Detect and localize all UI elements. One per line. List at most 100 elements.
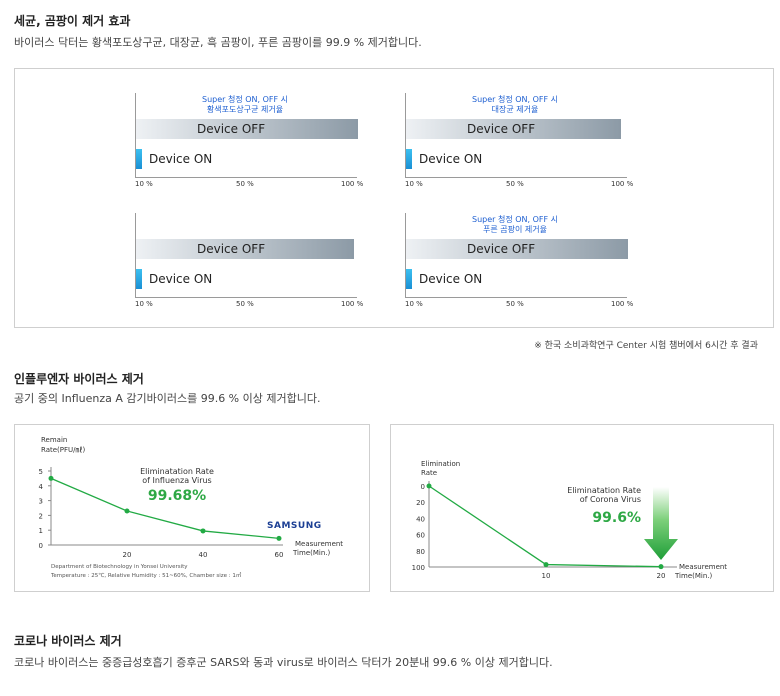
- bar-chart-ecoli: Super 청정 ON, OFF 시 대장균 제거율 Device OFF Devic…: [405, 93, 637, 205]
- chart-note: Super 청정 ON, OFF 시 푸른 곰팡이 제거율: [435, 215, 595, 235]
- y-axis-line: [135, 93, 136, 177]
- x-tick-label: 100 %: [611, 300, 634, 308]
- bar-label-device-off: Device OFF: [197, 242, 266, 256]
- chart-note-line: 황색포도상구균 제거율: [206, 105, 284, 114]
- section-desc-influenza: 공기 중의 Influenza A 감기바이러스를 99.6 % 이상 제거합니…: [14, 392, 321, 405]
- y-tick-label: 1: [39, 527, 43, 535]
- x-tick-label: 10 %: [405, 300, 423, 308]
- x-axis-label: Measurement: [295, 540, 343, 548]
- annotation-text: of Corona Virus: [580, 495, 641, 504]
- y-tick-label: 3: [39, 498, 43, 506]
- bar-label-device-off: Device OFF: [467, 242, 536, 256]
- bar-device-on: [406, 149, 412, 169]
- annotation-text: Eliminatation Rate: [567, 486, 641, 495]
- y-tick-label: 20: [416, 499, 425, 507]
- chart-note-line: 대장균 제거율: [491, 105, 539, 114]
- bar-charts-panel: Super 청정 ON, OFF 시 황색포도상구균 제거율 Device OFF D…: [14, 68, 774, 328]
- data-point: [276, 535, 282, 541]
- data-point: [543, 562, 549, 568]
- bar-label-device-on: Device ON: [419, 272, 483, 286]
- bar-chart-blue-mold: Super 청정 ON, OFF 시 푸른 곰팡이 제거율 Device OFF De…: [405, 213, 637, 325]
- chart-note-line: Super 청정 ON, OFF 시: [471, 95, 558, 104]
- x-tick-label: 20: [123, 551, 132, 559]
- section-desc-corona: 코로나 바이러스는 중증급성호흡기 증후군 SARS와 동과 virus로 바이…: [14, 656, 553, 669]
- x-tick-label: 100 %: [341, 180, 364, 188]
- data-point: [658, 564, 664, 570]
- data-point: [200, 528, 206, 534]
- bar-device-on: [406, 269, 412, 289]
- data-point: [426, 483, 432, 489]
- bar-device-off: [136, 119, 358, 139]
- corona-chart-panel: Elimination Rate 0 20 40 60 80 100 10 20 Measureme…: [390, 424, 774, 592]
- x-axis-line: [405, 177, 627, 178]
- bar-device-off: [406, 239, 628, 259]
- footer-text: Temperature : 25℃, Relative Humidity : 5…: [50, 571, 242, 579]
- annotation-text: Eliminatation Rate: [140, 467, 214, 476]
- y-tick-label: 80: [416, 548, 425, 556]
- x-tick-label: 50 %: [506, 300, 524, 308]
- chart-note-line: Super 청정 ON, OFF 시: [471, 215, 558, 224]
- influenza-chart-panel: Remain Rate(PFU/㎖) 0 1 2 3 4 5 20 40 60 Measurement…: [14, 424, 370, 592]
- y-axis-label: Rate: [421, 469, 437, 477]
- x-axis-line: [405, 297, 627, 298]
- x-tick-label: 40: [199, 551, 208, 559]
- chart-note: Super 청정 ON, OFF 시 황색포도상구균 제거율: [165, 95, 325, 115]
- bar-label-device-on: Device ON: [419, 152, 483, 166]
- y-tick-label: 2: [39, 512, 43, 520]
- x-axis-line: [135, 177, 357, 178]
- bar-device-off: [406, 119, 621, 139]
- test-footnote: ※ 한국 소비과학연구 Center 시험 챔버에서 6시간 후 결과: [534, 341, 758, 351]
- annotation-text: of Influenza Virus: [142, 476, 211, 485]
- annotation-value: 99.6%: [592, 510, 641, 526]
- bar-label-device-on: Device ON: [149, 272, 213, 286]
- y-axis-label: Rate(PFU/㎖): [41, 446, 86, 454]
- y-axis-line: [405, 93, 406, 177]
- x-tick-label: 20: [657, 572, 666, 580]
- chart-note-line: 푸른 곰팡이 제거율: [483, 225, 547, 234]
- y-tick-label: 0: [421, 483, 425, 491]
- x-tick-label: 10 %: [135, 300, 153, 308]
- influenza-series-line: [50, 477, 280, 539]
- y-tick-label: 40: [416, 515, 425, 523]
- bar-device-on: [136, 149, 142, 169]
- x-axis-label: Time(Min.): [292, 549, 331, 557]
- bar-label-device-on: Device ON: [149, 152, 213, 166]
- influenza-line-chart: Remain Rate(PFU/㎖) 0 1 2 3 4 5 20 40 60 Measurement…: [39, 436, 344, 579]
- annotation-value: 99.68%: [148, 488, 206, 504]
- y-tick-label: 4: [39, 483, 44, 491]
- x-tick-label: 10 %: [405, 180, 423, 188]
- y-axis-line: [135, 213, 136, 297]
- chart-note-line: Super 청정 ON, OFF 시: [201, 95, 288, 104]
- y-axis-line: [405, 213, 406, 297]
- section-title-influenza: 인플루엔자 바이러스 제거: [14, 372, 144, 386]
- x-tick-label: 10 %: [135, 180, 153, 188]
- bar-device-off: [136, 239, 354, 259]
- bar-chart-staph: Super 청정 ON, OFF 시 황색포도상구균 제거율 Device OFF D…: [135, 93, 367, 205]
- x-tick-label: 50 %: [506, 180, 524, 188]
- x-axis-label: Measurement: [679, 563, 727, 571]
- y-axis-label: Remain: [41, 436, 67, 444]
- bar-label-device-off: Device OFF: [467, 122, 536, 136]
- x-tick-label: 100 %: [341, 300, 364, 308]
- y-tick-label: 5: [39, 468, 43, 476]
- footer-text: Department of Biotechnology in Yonsei Un…: [51, 564, 188, 570]
- x-tick-label: 50 %: [236, 300, 254, 308]
- x-tick-label: 60: [275, 551, 284, 559]
- samsung-logo-text: SAMSUNG: [267, 521, 322, 531]
- x-axis-label: Time(Min.): [674, 572, 713, 580]
- bar-chart-black-mold: Device OFF Device ON 10 % 50 % 100 %: [135, 213, 367, 325]
- section-title-bacteria: 세균, 곰팡이 제거 효과: [14, 14, 131, 28]
- x-tick-label: 50 %: [236, 180, 254, 188]
- x-axis-line: [135, 297, 357, 298]
- x-tick-label: 100 %: [611, 180, 634, 188]
- bar-label-device-off: Device OFF: [197, 122, 266, 136]
- down-arrow-icon: [644, 487, 678, 560]
- data-point: [124, 508, 130, 514]
- data-point: [48, 475, 54, 481]
- x-tick-label: 10: [542, 572, 551, 580]
- section-desc-bacteria: 바이러스 닥터는 황색포도상구균, 대장균, 흑 곰팡이, 푸른 곰팡이를 99…: [14, 36, 422, 49]
- section-title-corona: 코로나 바이러스 제거: [14, 634, 122, 648]
- y-tick-label: 0: [39, 542, 43, 550]
- y-axis-label: Elimination: [421, 460, 460, 468]
